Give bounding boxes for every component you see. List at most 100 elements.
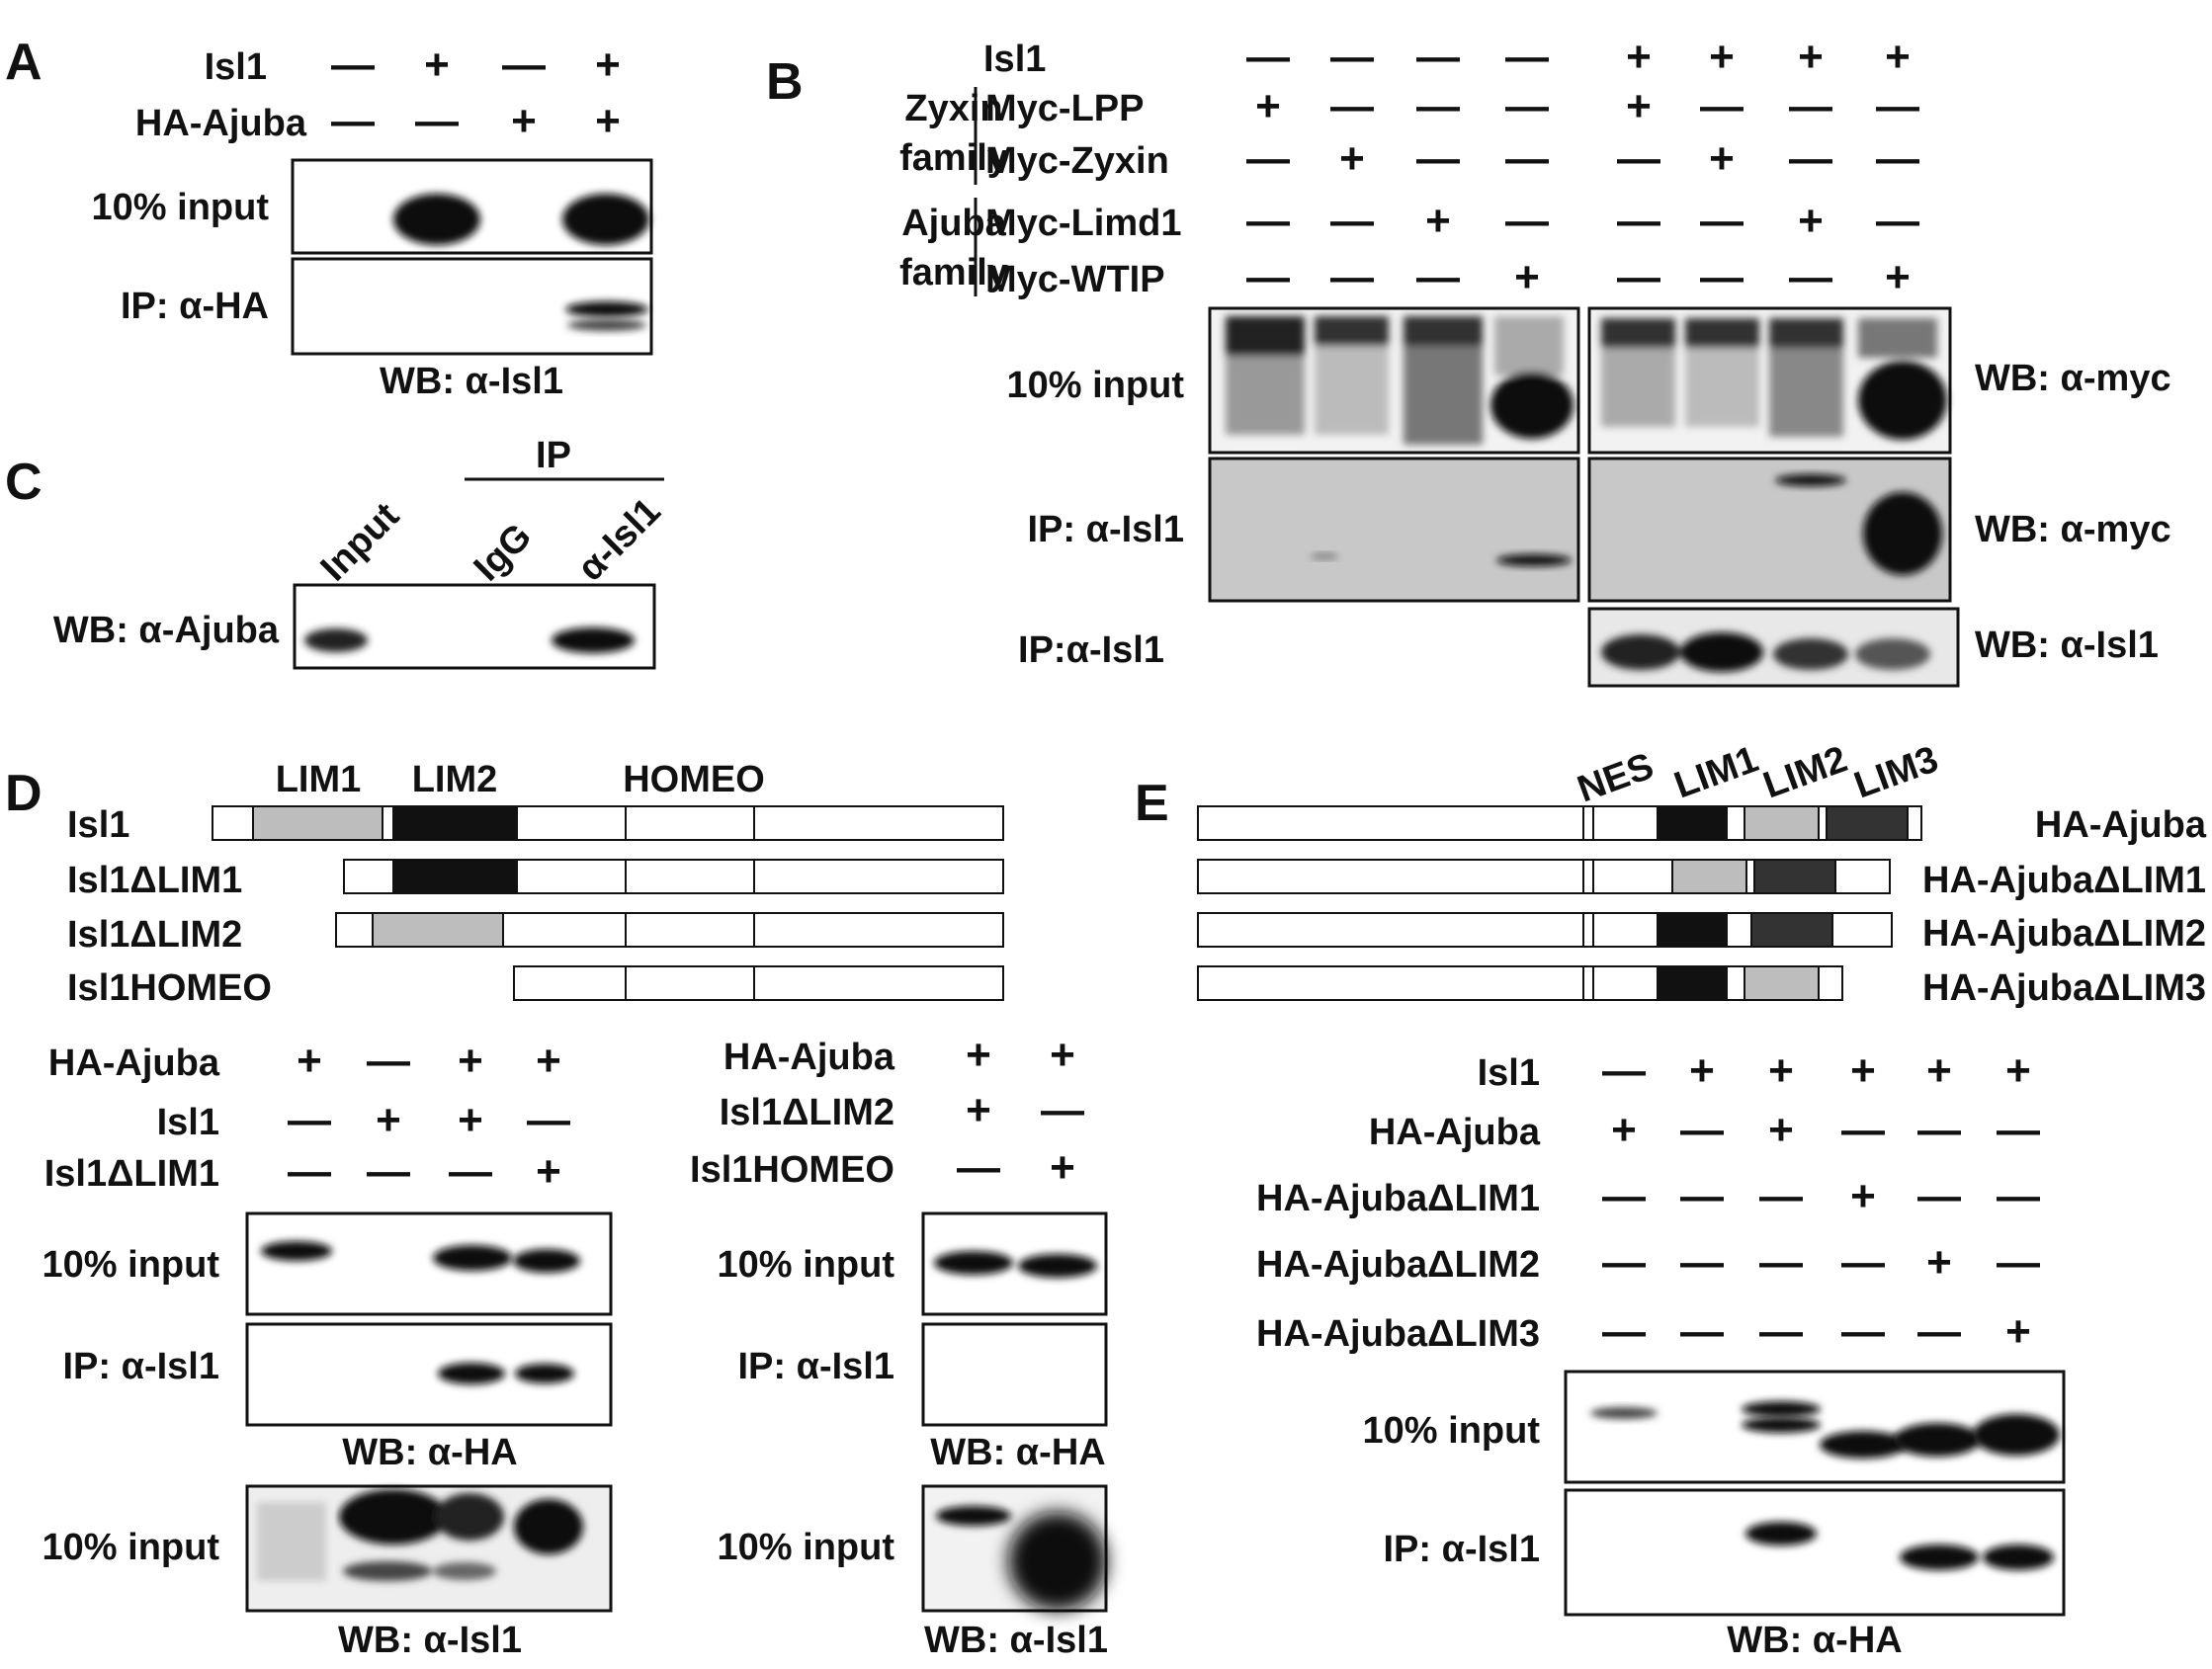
sign: — [1505,33,1549,81]
wb-label-e: WB: α-HA [1727,1620,1902,1661]
domain-label-lim2: LIM2 [1758,738,1853,806]
band [435,1493,504,1541]
band [562,194,649,245]
sign: + [1050,1031,1075,1079]
wb-label: WB: α-HA [930,1432,1105,1473]
row-label: Isl1HOMEO [690,1149,894,1191]
sign: + [595,41,621,89]
band [515,1364,574,1383]
row-label: HA-AjubaΔLIM2 [1256,1244,1540,1286]
blot-label-input: 10% input [43,1244,220,1286]
band [1315,346,1389,435]
lane-label: IgG [467,516,540,589]
wb-label-isl1: WB: α-Isl1 [1975,625,2159,666]
sign: + [1926,1238,1952,1287]
band [1858,318,1937,358]
sign: — [1330,82,1374,130]
sign: + [1798,197,1824,245]
sign: — [1789,82,1832,130]
blot-label-ip: IP: α-Isl1 [1383,1529,1540,1570]
sign: + [1514,253,1540,301]
panel-a: A Isl1 HA-Ajuba — + — + — — + + 10% inpu… [5,34,653,402]
sign: — [1680,1307,1724,1356]
sign: + [2005,1307,2031,1356]
sign: — [1505,197,1549,245]
blot-c [293,583,656,670]
construct-label: Isl1ΔLIM1 [67,860,242,901]
band [1769,318,1843,348]
band [934,1251,1013,1275]
sign: + [1768,1046,1794,1095]
sign: — [1997,1106,2040,1154]
family-zyxin-line2: family [899,137,1008,179]
domain-bar-ajuba-dlim1 [1197,859,1891,894]
lane-label: α-Isl1 [570,490,669,589]
sign: + [966,1031,991,1079]
wb-label-c: WB: α-Ajuba [53,610,280,651]
sign: + [376,1096,401,1144]
wb-label: WB: α-HA [342,1432,517,1473]
blot-label-input: 10% input [92,187,270,228]
sign: — [1416,253,1460,301]
family-ajuba-line1: Ajuba [901,203,1006,244]
sign: + [1850,1046,1876,1095]
sign: + [1425,197,1451,245]
sign: — [331,41,375,89]
construct-label: Isl1ΔLIM2 [67,914,242,956]
sign: — [331,97,375,145]
wb-label: WB: α-Isl1 [924,1620,1108,1661]
band [1404,316,1483,346]
panel-letter-a: A [5,34,43,91]
band [567,319,646,331]
sign: + [2005,1046,2031,1095]
sign: + [536,1037,561,1085]
band [1820,1431,1907,1459]
sign: + [458,1096,483,1144]
sign: — [367,1147,410,1196]
blot-label-ip-isl1: IP:α-Isl1 [1018,629,1164,671]
sign: + [1339,134,1365,183]
blot-dr-ip [921,1322,1108,1427]
sign: — [1789,253,1832,301]
sign: + [1885,253,1911,301]
band [1226,356,1305,435]
wb-label-myc: WB: α-myc [1975,509,2171,550]
sign: + [1689,1046,1715,1095]
blot-label-input: 10% input [718,1244,895,1286]
sign: — [1416,134,1460,183]
blot-label-ip: IP: α-Isl1 [62,1346,219,1387]
sign: — [1602,1307,1646,1356]
sign: — [1997,1238,2040,1287]
sign: — [502,41,546,89]
family-zyxin-line1: Zyxin [904,88,1002,129]
panel-b: B Isl1 Zyxin family Ajuba family Myc-LPP… [766,33,2171,688]
band [1496,554,1572,566]
construct-label: HA-AjubaΔLIM3 [1922,967,2206,1009]
row-label: Isl1ΔLIM2 [720,1092,894,1133]
sign: — [1841,1307,1885,1356]
band [393,194,480,245]
panel-letter-b: B [766,53,804,111]
sign: — [1505,134,1549,183]
blot-label-input: 10% input [43,1527,220,1568]
band [1315,316,1389,346]
sign: — [1876,82,1919,130]
sign: — [1330,197,1374,245]
domain-bar-ajuba [1197,805,1922,841]
band [1680,632,1763,672]
sign: + [1709,33,1735,81]
band [1601,634,1680,670]
band [1858,361,1947,440]
sign: + [1926,1046,1952,1095]
row-label: HA-Ajuba [1369,1112,1541,1153]
band [1775,474,1846,486]
band [552,627,635,653]
blot-label-ip: IP: α-Isl1 [737,1346,894,1387]
row-label: HA-AjubaΔLIM1 [1256,1178,1540,1219]
row-label: Isl1 [1478,1052,1540,1094]
sign: — [1917,1307,1961,1356]
domain-bar-isl1-homeo [513,965,1004,1001]
sign: + [595,97,621,145]
sign: — [1917,1106,1961,1154]
band [1404,346,1483,445]
